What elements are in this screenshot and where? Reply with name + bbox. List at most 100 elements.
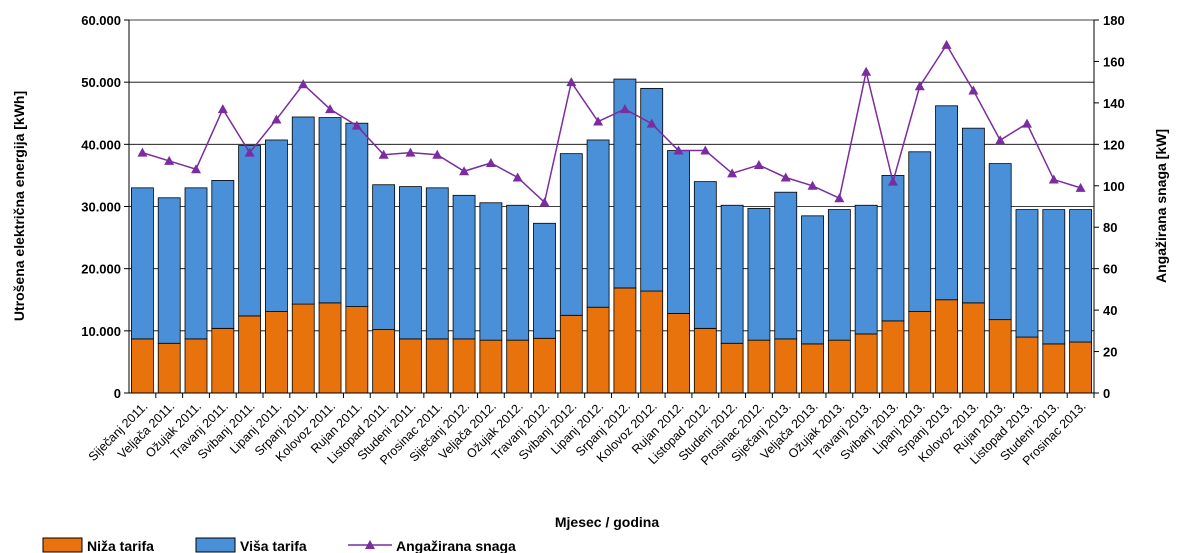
power-point-marker (432, 149, 443, 159)
right-tick-labels: 0 20 40 60 80 100 120 140 160 180 (1103, 13, 1125, 401)
bar-visa-tarifa (533, 222, 556, 339)
bar-visa-tarifa (211, 179, 235, 329)
bar-niza-tarifa (854, 333, 878, 394)
bar-visa-tarifa (372, 184, 396, 330)
legend-label-snaga: Angažirana snaga (396, 538, 516, 553)
bar-visa-tarifa (131, 187, 154, 340)
bar-niza-tarifa (613, 287, 637, 394)
bar-niza-tarifa (559, 314, 583, 394)
power-point-marker (191, 164, 202, 174)
bar-visa-tarifa (988, 163, 1012, 321)
power-point-marker (646, 118, 657, 128)
bar-visa-tarifa (881, 175, 905, 322)
bar-niza-tarifa (1015, 336, 1039, 394)
bar-niza-tarifa (345, 306, 369, 394)
power-point-marker (995, 135, 1006, 145)
legend-item-niza-tarifa: Niža tarifa (42, 537, 154, 553)
power-point-marker (1075, 182, 1086, 192)
power-point-marker (539, 197, 550, 207)
y-tick-label: 10.000 (81, 324, 121, 339)
y-right-tick-label: 80 (1103, 220, 1117, 235)
bar-visa-tarifa (452, 194, 476, 340)
bar-niza-tarifa (908, 311, 932, 394)
bar-niza-tarifa (131, 338, 154, 394)
y-axis-right-title: Angažirana snaga [kW] (1153, 129, 1169, 283)
bar-visa-tarifa (961, 127, 985, 304)
y-right-tick-label: 20 (1103, 345, 1117, 360)
power-point-marker (727, 168, 738, 178)
power-point-marker (861, 66, 872, 76)
bar-visa-tarifa (479, 202, 503, 341)
bar-niza-tarifa (399, 338, 422, 394)
bar-visa-tarifa (1042, 209, 1066, 345)
bar-visa-tarifa (238, 145, 262, 317)
power-point-marker (1048, 174, 1059, 184)
power-point-marker (566, 77, 577, 87)
bar-niza-tarifa (452, 338, 476, 394)
bar-visa-tarifa (318, 117, 342, 304)
power-point-marker (780, 172, 791, 182)
left-tick-labels: 0 10.000 20.000 30.000 40.000 50.000 60.000 (81, 13, 121, 401)
y-right-tick-label: 140 (1103, 96, 1125, 111)
bar-niza-tarifa (238, 315, 262, 394)
y-tick-label: 20.000 (81, 262, 121, 277)
power-point-marker (753, 160, 764, 170)
bar-visa-tarifa (1015, 209, 1039, 338)
bar-niza-tarifa (184, 338, 208, 394)
bar-visa-tarifa (184, 187, 208, 340)
bar-niza-tarifa (774, 338, 798, 394)
bar-niza-tarifa (747, 339, 771, 394)
y-right-tick-label: 160 (1103, 54, 1125, 69)
bar-niza-tarifa (667, 313, 690, 394)
legend-swatch-niza (42, 537, 83, 553)
power-point-marker (244, 147, 255, 157)
legend-marker-snaga (365, 540, 375, 549)
bar-niza-tarifa (479, 339, 503, 394)
bar-niza-tarifa (961, 302, 985, 394)
power-point-marker (271, 114, 282, 124)
bar-niza-tarifa (372, 329, 396, 394)
legend-label-niza: Niža tarifa (87, 538, 154, 553)
legend-label-visa: Viša tarifa (240, 538, 307, 553)
y-right-tick-label: 100 (1103, 179, 1125, 194)
power-point-marker (968, 85, 979, 95)
bars (131, 78, 1092, 394)
power-point-marker (405, 147, 416, 157)
y-right-tick-label: 180 (1103, 13, 1125, 28)
bar-visa-tarifa (827, 209, 851, 341)
power-line (137, 39, 1086, 207)
y-tick-label: 50.000 (81, 75, 121, 90)
power-point-marker (137, 147, 148, 157)
bar-visa-tarifa (774, 191, 798, 340)
power-point-marker (700, 145, 711, 155)
axes (124, 19, 1099, 398)
power-point-marker (887, 176, 898, 186)
legend-swatch-visa (195, 537, 236, 553)
y-right-tick-label: 0 (1103, 386, 1110, 401)
power-point-marker (485, 157, 496, 167)
legend-item-visa-tarifa: Viša tarifa (195, 537, 307, 553)
bar-visa-tarifa (935, 105, 958, 301)
y-tick-label: 40.000 (81, 137, 121, 152)
power-point-marker (217, 104, 228, 114)
bar-niza-tarifa (881, 320, 905, 394)
bar-niza-tarifa (586, 306, 610, 394)
bar-visa-tarifa (640, 87, 664, 292)
power-point-marker (351, 120, 362, 130)
legend-item-angazirana-snaga: Angažirana snaga (348, 538, 516, 553)
bar-visa-tarifa (613, 78, 637, 289)
bar-visa-tarifa (667, 150, 690, 314)
bar-visa-tarifa (559, 153, 583, 316)
bar-niza-tarifa (935, 299, 958, 394)
bar-visa-tarifa (345, 122, 369, 307)
bar-niza-tarifa (720, 342, 744, 394)
bar-niza-tarifa (506, 339, 530, 394)
power-point-marker (1021, 118, 1032, 128)
bar-niza-tarifa (988, 319, 1012, 394)
bar-niza-tarifa (693, 327, 717, 394)
bar-niza-tarifa (157, 342, 181, 394)
bar-niza-tarifa (827, 339, 851, 394)
bar-niza-tarifa (211, 327, 235, 394)
bar-visa-tarifa (506, 204, 530, 341)
